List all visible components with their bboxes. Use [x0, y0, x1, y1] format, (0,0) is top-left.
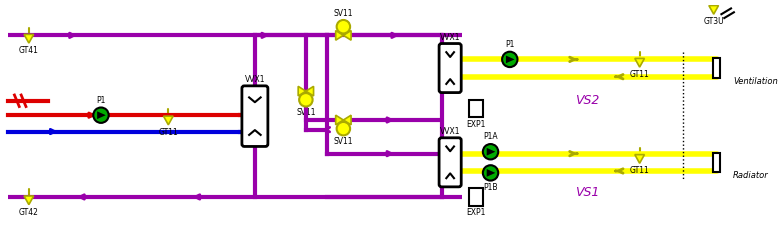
Polygon shape	[487, 169, 495, 177]
Polygon shape	[24, 34, 33, 43]
Text: P1: P1	[97, 96, 106, 105]
Polygon shape	[344, 30, 351, 40]
Text: EXP1: EXP1	[467, 120, 486, 129]
Text: VS1: VS1	[575, 186, 599, 199]
Circle shape	[337, 122, 350, 135]
Circle shape	[502, 52, 517, 67]
Text: GT42: GT42	[19, 208, 39, 216]
Polygon shape	[635, 59, 644, 67]
Text: EXP1: EXP1	[467, 209, 486, 217]
Circle shape	[337, 20, 350, 33]
Text: VVX1: VVX1	[245, 75, 265, 84]
Polygon shape	[506, 55, 515, 63]
Text: VVX1: VVX1	[440, 127, 460, 136]
Bar	[470, 188, 483, 206]
Circle shape	[483, 144, 499, 159]
Bar	[470, 100, 483, 117]
Bar	[714, 153, 720, 172]
Text: VS2: VS2	[575, 94, 599, 107]
Text: SV11: SV11	[296, 108, 315, 117]
Polygon shape	[24, 196, 33, 205]
Text: GT11: GT11	[629, 70, 650, 79]
Text: SV11: SV11	[333, 137, 353, 146]
Polygon shape	[298, 86, 306, 96]
Text: P1A: P1A	[483, 132, 498, 141]
Polygon shape	[344, 115, 351, 125]
Text: P1: P1	[505, 40, 514, 49]
Polygon shape	[635, 155, 644, 163]
Polygon shape	[164, 116, 173, 125]
Circle shape	[299, 93, 312, 107]
Text: GT3U: GT3U	[703, 17, 724, 26]
Polygon shape	[306, 86, 314, 96]
Polygon shape	[97, 111, 106, 119]
Polygon shape	[487, 148, 495, 156]
FancyBboxPatch shape	[439, 138, 461, 187]
Text: VVX1: VVX1	[440, 33, 460, 42]
FancyBboxPatch shape	[439, 43, 461, 93]
Text: GT41: GT41	[19, 46, 39, 55]
Text: Radiator: Radiator	[733, 171, 769, 180]
Text: P1B: P1B	[483, 184, 498, 192]
Circle shape	[483, 165, 499, 180]
Polygon shape	[709, 6, 718, 14]
Text: GT11: GT11	[158, 128, 178, 137]
FancyBboxPatch shape	[242, 86, 268, 146]
Text: Ventilation: Ventilation	[733, 77, 777, 86]
Text: SV11: SV11	[333, 9, 353, 18]
Text: GT11: GT11	[629, 166, 650, 175]
Polygon shape	[336, 30, 344, 40]
Bar	[714, 59, 720, 78]
Polygon shape	[336, 115, 344, 125]
Circle shape	[93, 108, 109, 123]
